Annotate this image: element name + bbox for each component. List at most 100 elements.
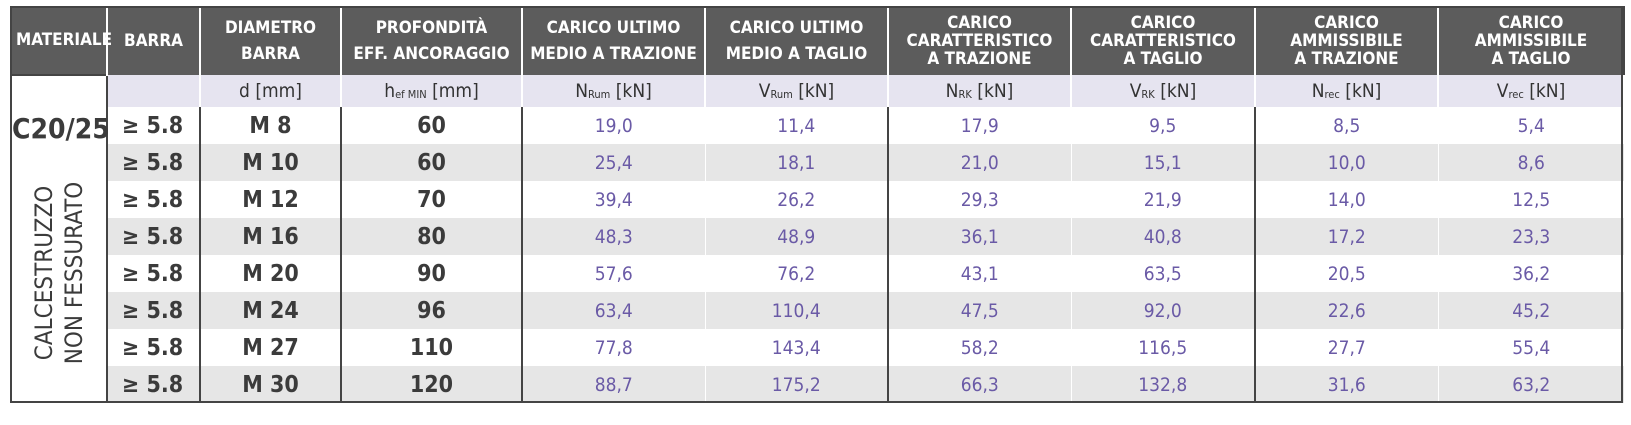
barra-cell: ≥ 5.8 bbox=[106, 107, 200, 144]
table-row: ≥ 5.8 M 24 96 63,4 110,4 47,5 92,0 22,6 45,2 bbox=[11, 292, 1624, 329]
header-line: EFF. ANCORAGGIO bbox=[353, 43, 510, 64]
header-line: AMMISSIBILE bbox=[1474, 30, 1588, 51]
value-cell: 15,1 bbox=[1070, 144, 1255, 181]
value-cell: 143,4 bbox=[704, 329, 888, 366]
unit-symbol: d bbox=[239, 80, 250, 102]
value-cell: 19,0 bbox=[521, 107, 705, 144]
depth-cell: 60 bbox=[340, 144, 522, 181]
value-cell: 36,2 bbox=[1437, 255, 1624, 292]
value-cell: 48,9 bbox=[704, 218, 888, 255]
value-cell: 12,5 bbox=[1437, 181, 1624, 218]
unit-symbol: N bbox=[575, 80, 589, 102]
unit-subscript: rec bbox=[1508, 88, 1524, 101]
table-row: ≥ 5.8 M 16 80 48,3 48,9 36,1 40,8 17,2 23,3 bbox=[11, 218, 1624, 255]
value-cell: 26,2 bbox=[704, 181, 888, 218]
value-cell: 45,2 bbox=[1437, 292, 1624, 329]
column-header-6: CARICO ULTIMO MEDIO A TAGLIO bbox=[704, 6, 889, 75]
diameter-cell: M 10 bbox=[199, 144, 341, 181]
unit-text: [mm] bbox=[255, 80, 302, 102]
barra-cell: ≥ 5.8 bbox=[106, 292, 200, 329]
diameter-cell: M 16 bbox=[199, 218, 341, 255]
value-cell: 21,0 bbox=[887, 144, 1071, 181]
header-line: MEDIO A TRAZIONE bbox=[530, 43, 697, 64]
unit-text: [kN] bbox=[1529, 80, 1566, 102]
header-line: A TRAZIONE bbox=[1294, 48, 1399, 69]
unit-cell-6: VRum [kN] bbox=[704, 75, 889, 107]
unit-text: [kN] bbox=[977, 80, 1014, 102]
header-line: CARICO ULTIMO bbox=[729, 17, 864, 38]
value-cell: 22,6 bbox=[1254, 292, 1438, 329]
unit-text: [kN] bbox=[615, 80, 652, 102]
unit-cell-9: Nrec [kN] bbox=[1254, 75, 1439, 107]
value-cell: 11,4 bbox=[704, 107, 888, 144]
value-cell: 132,8 bbox=[1070, 366, 1255, 403]
header-line: A TAGLIO bbox=[1123, 48, 1203, 69]
depth-cell: 120 bbox=[340, 366, 522, 403]
value-cell: 175,2 bbox=[704, 366, 888, 403]
unit-cell-3: d [mm] bbox=[199, 75, 342, 107]
column-header-5: CARICO ULTIMO MEDIO A TRAZIONE bbox=[521, 6, 706, 75]
header-line: CARICO bbox=[1314, 12, 1379, 33]
depth-cell: 70 bbox=[340, 181, 522, 218]
unit-cell-4: hef MIN [mm] bbox=[340, 75, 523, 107]
value-cell: 18,1 bbox=[704, 144, 888, 181]
unit-text: [mm] bbox=[432, 80, 479, 102]
header-line: BARRA bbox=[241, 43, 300, 64]
value-cell: 40,8 bbox=[1070, 218, 1255, 255]
value-cell: 29,3 bbox=[887, 181, 1071, 218]
value-cell: 57,6 bbox=[521, 255, 705, 292]
column-header-9: CARICO AMMISSIBILE A TRAZIONE bbox=[1254, 6, 1439, 75]
unit-text: [kN] bbox=[1160, 80, 1197, 102]
value-cell: 58,2 bbox=[887, 329, 1071, 366]
table-row: ≥ 5.8 M 20 90 57,6 76,2 43,1 63,5 20,5 36,2 bbox=[11, 255, 1624, 292]
value-cell: 55,4 bbox=[1437, 329, 1624, 366]
unit-symbol: N bbox=[1311, 80, 1325, 102]
unit-symbol: V bbox=[1129, 80, 1142, 102]
value-cell: 14,0 bbox=[1254, 181, 1438, 218]
header-line: MEDIO A TAGLIO bbox=[725, 43, 868, 64]
header-line: CARATTERISTICO bbox=[1090, 30, 1236, 51]
value-cell: 23,3 bbox=[1437, 218, 1624, 255]
depth-cell: 96 bbox=[340, 292, 522, 329]
diameter-cell: M 12 bbox=[199, 181, 341, 218]
value-cell: 76,2 bbox=[704, 255, 888, 292]
value-cell: 25,4 bbox=[521, 144, 705, 181]
value-cell: 5,4 bbox=[1437, 107, 1624, 144]
column-header-1: MATERIALE bbox=[10, 6, 112, 75]
barra-cell: ≥ 5.8 bbox=[106, 329, 200, 366]
barra-cell: ≥ 5.8 bbox=[106, 144, 200, 181]
value-cell: 63,5 bbox=[1070, 255, 1255, 292]
diameter-cell: M 8 bbox=[199, 107, 341, 144]
value-cell: 92,0 bbox=[1070, 292, 1255, 329]
header-line: CARATTERISTICO bbox=[906, 30, 1053, 51]
unit-symbol: h bbox=[384, 80, 396, 102]
unit-cell-7: NRK [kN] bbox=[887, 75, 1072, 107]
header-line: CARICO bbox=[1130, 12, 1196, 33]
table-row: ≥ 5.8 M 30 120 88,7 175,2 66,3 132,8 31,6 63,2 bbox=[11, 366, 1624, 403]
diameter-cell: M 30 bbox=[199, 366, 341, 403]
table-row: ≥ 5.8 M 12 70 39,4 26,2 29,3 21,9 14,0 12,5 bbox=[11, 181, 1624, 218]
header-line: CARICO bbox=[1498, 12, 1564, 33]
value-cell: 63,2 bbox=[1437, 366, 1624, 403]
unit-cell-8: VRK [kN] bbox=[1070, 75, 1256, 107]
unit-cell-1: C20/25 CALCESTRUZZO NON FESSURATO bbox=[10, 74, 110, 403]
unit-symbol: V bbox=[1496, 80, 1509, 102]
unit-text: [kN] bbox=[798, 80, 835, 102]
unit-symbol: V bbox=[758, 80, 771, 102]
diameter-cell: M 24 bbox=[199, 292, 341, 329]
depth-cell: 110 bbox=[340, 329, 522, 366]
header-line: A TAGLIO bbox=[1491, 48, 1571, 69]
unit-subscript: Rum bbox=[770, 88, 793, 101]
value-cell: 10,0 bbox=[1254, 144, 1438, 181]
units-row: C20/25 CALCESTRUZZO NON FESSURATO d [mm] hef… bbox=[10, 74, 1625, 403]
column-header-7: CARICO CARATTERISTICO A TRAZIONE bbox=[887, 6, 1072, 75]
material-line-2: NON FESSURATO bbox=[60, 182, 88, 365]
unit-symbol: N bbox=[945, 80, 959, 102]
barra-cell: ≥ 5.8 bbox=[106, 218, 200, 255]
material-grade: C20/25 bbox=[12, 112, 110, 145]
value-cell: 47,5 bbox=[887, 292, 1071, 329]
value-cell: 110,4 bbox=[704, 292, 888, 329]
value-cell: 9,5 bbox=[1070, 107, 1255, 144]
barra-cell: ≥ 5.8 bbox=[106, 255, 200, 292]
value-cell: 8,5 bbox=[1254, 107, 1438, 144]
